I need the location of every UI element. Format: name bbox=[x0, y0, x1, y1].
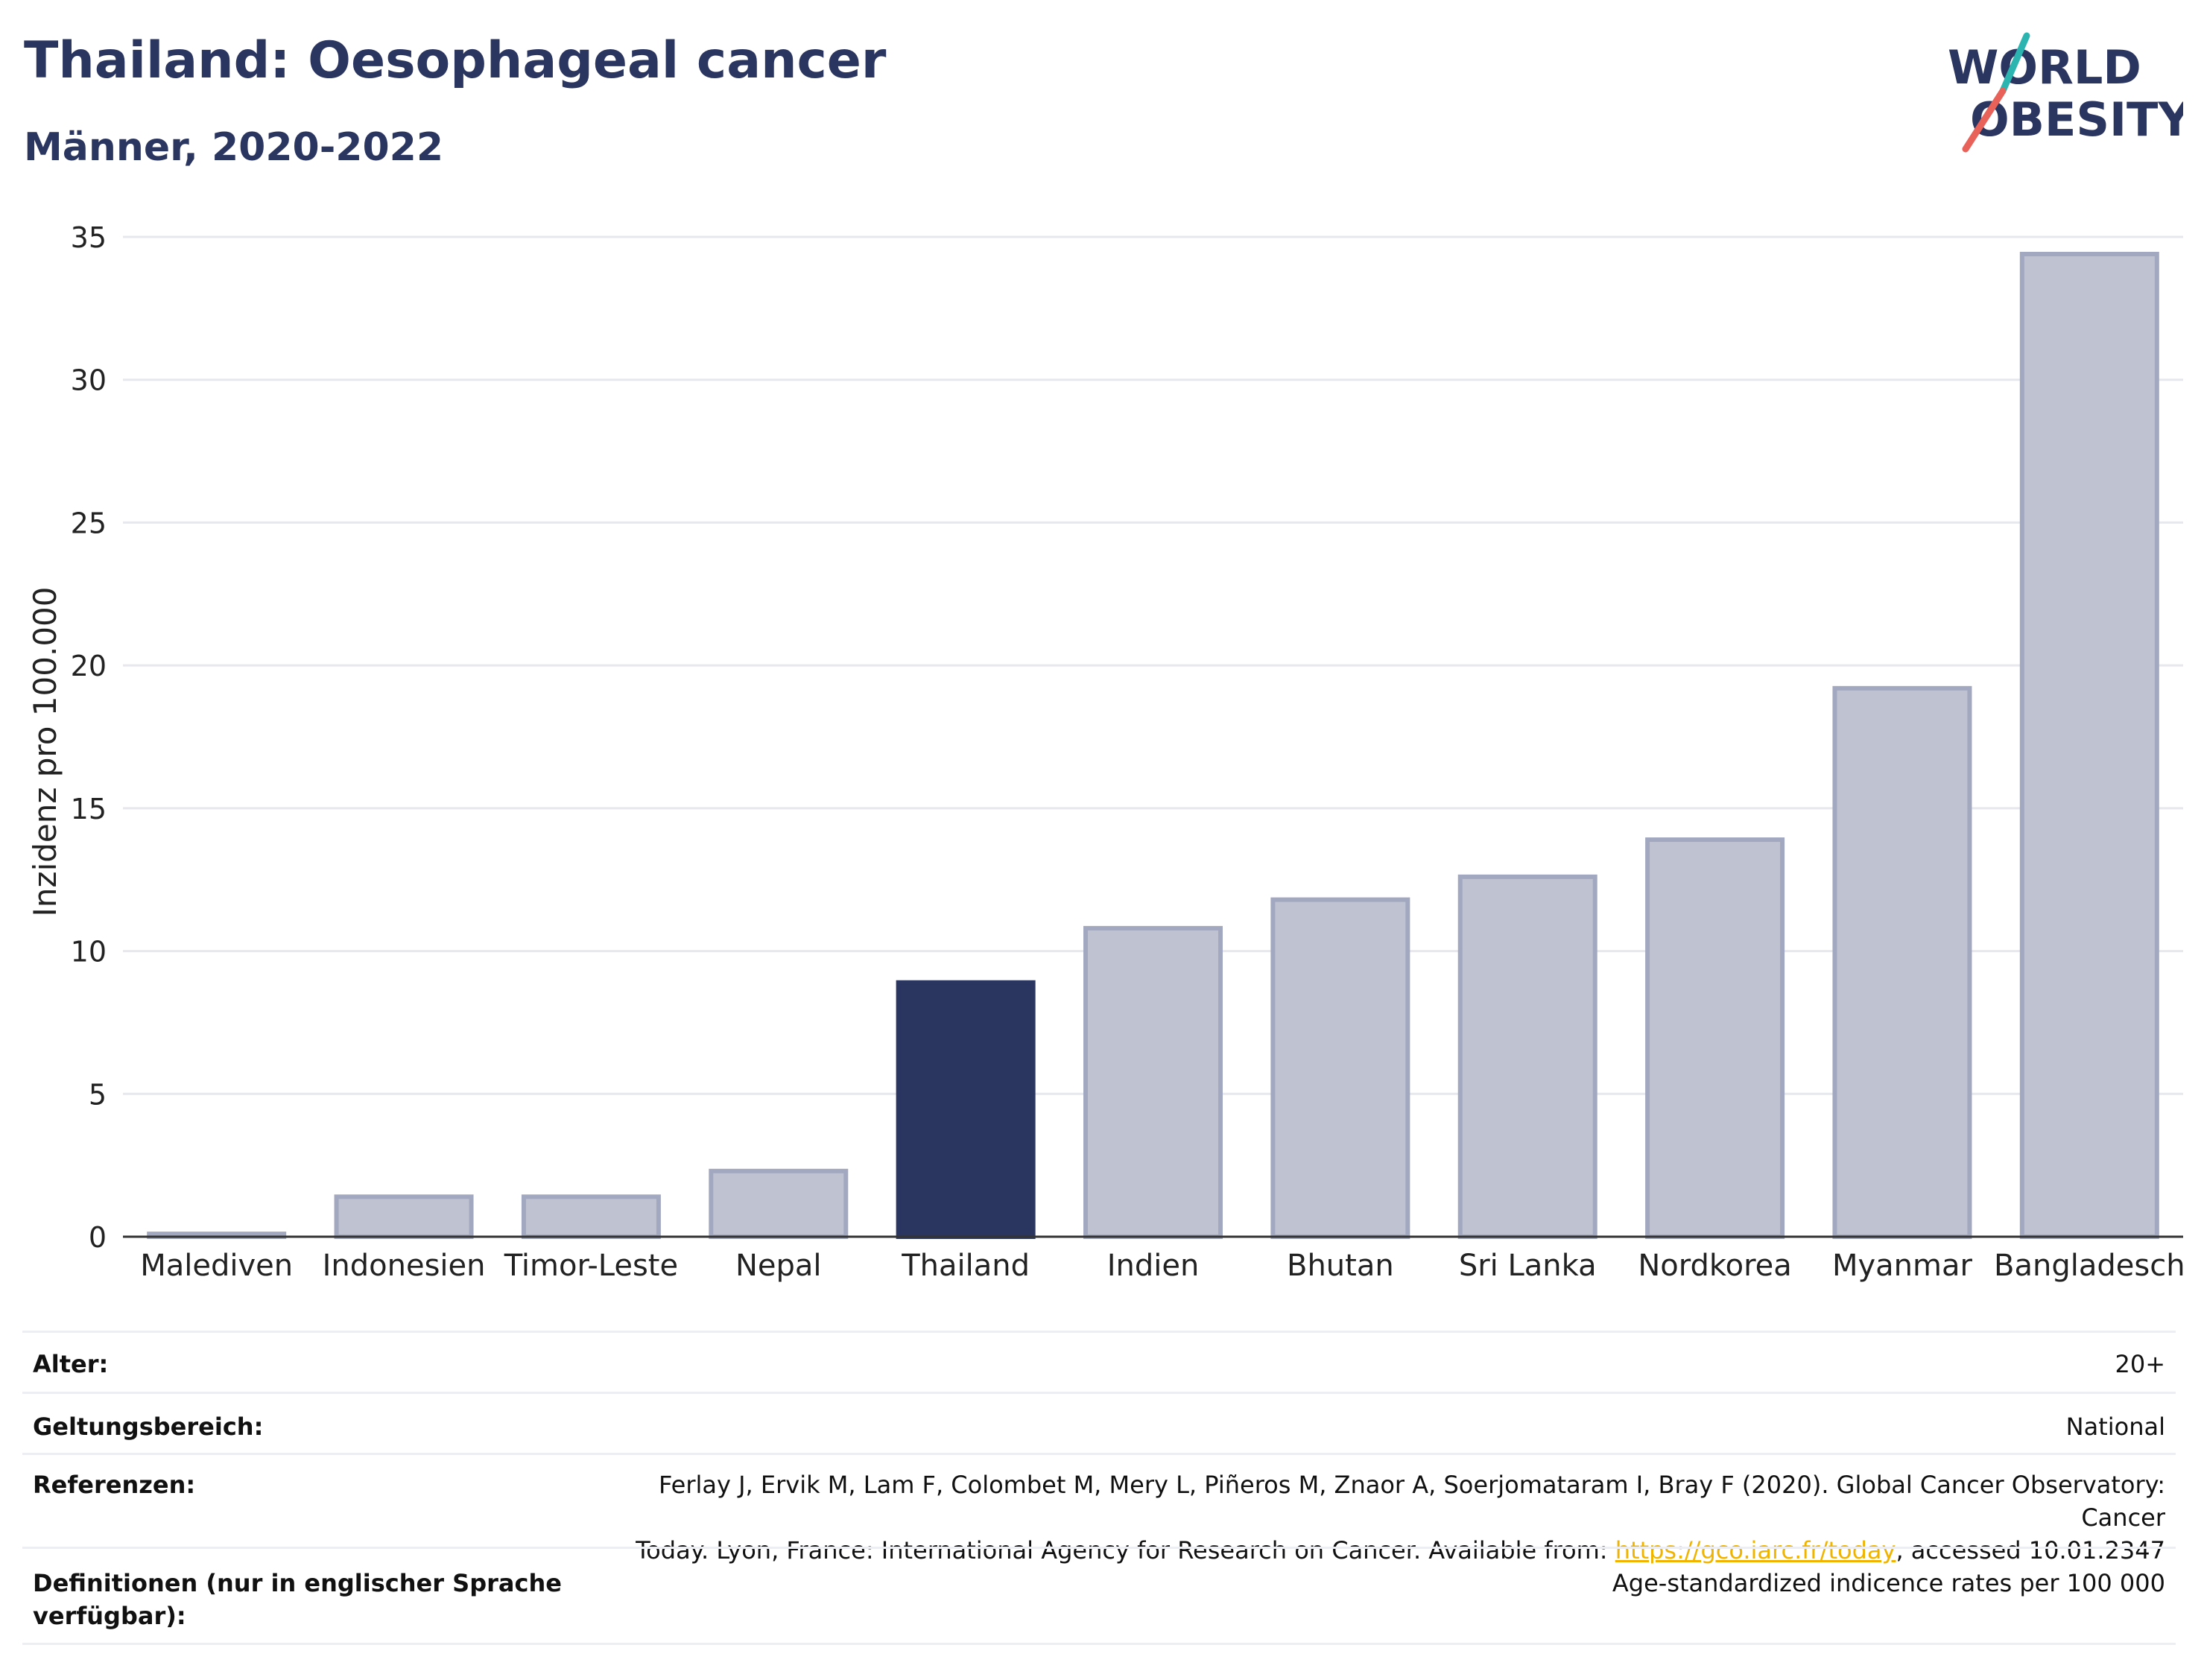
x-tick-label: Nepal bbox=[735, 1249, 822, 1283]
y-tick-label: 10 bbox=[71, 936, 107, 969]
y-tick-label: 30 bbox=[71, 364, 107, 397]
definitions-label-line-2: verfügbar): bbox=[33, 1602, 186, 1630]
meta-row-scope: Geltungsbereich: National bbox=[22, 1392, 2176, 1455]
y-tick-label: 20 bbox=[71, 650, 107, 682]
axes: 0 5 10 15 20 25 30 35 Malediven Indonesien Timor-L… bbox=[27, 221, 2185, 1283]
meta-label-definitions: Definitionen (nur in englischer Sprache … bbox=[33, 1567, 599, 1632]
bar-bangladesch bbox=[2019, 252, 2159, 1239]
x-tick-label: Timor-Leste bbox=[504, 1249, 678, 1283]
bar-sri-lanka bbox=[1457, 874, 1597, 1239]
meta-label-references: Referenzen: bbox=[33, 1471, 196, 1499]
logo-accent-teal bbox=[1999, 32, 2030, 95]
x-tick-label: Sri Lanka bbox=[1459, 1249, 1597, 1283]
meta-row-references: Referenzen: Ferlay J, Ervik M, Lam F, Co… bbox=[22, 1453, 2176, 1565]
reference-link[interactable]: https://gco.iarc.fr/today bbox=[1615, 1536, 1896, 1565]
metadata-table: Alter: 20+ Geltungsbereich: National Ref… bbox=[22, 1331, 2176, 1645]
logo-accent-coral bbox=[1962, 87, 2007, 153]
bar-thailand bbox=[896, 980, 1036, 1239]
reference-line-2-suffix: , accessed 10.01.2347 bbox=[1896, 1536, 2165, 1565]
logo-word-1: WORLD bbox=[1948, 40, 2141, 95]
bar-indonesien bbox=[334, 1194, 474, 1239]
bar-chart: 0 5 10 15 20 25 30 35 Malediven Indonesien Timor-L… bbox=[27, 221, 2185, 1283]
x-tick-label: Myanmar bbox=[1832, 1249, 1973, 1283]
x-tick-label: Indien bbox=[1107, 1249, 1200, 1283]
meta-row-definitions: Definitionen (nur in englischer Sprache … bbox=[22, 1547, 2176, 1645]
bar-bhutan bbox=[1270, 897, 1410, 1240]
bars bbox=[147, 252, 2159, 1240]
meta-label-scope: Geltungsbereich: bbox=[33, 1413, 264, 1441]
y-tick-label: 5 bbox=[89, 1078, 107, 1111]
reference-line-2: Today. Lyon, France: International Agenc… bbox=[601, 1534, 2165, 1567]
x-tick-label: Bhutan bbox=[1287, 1249, 1394, 1283]
reference-line-1: Ferlay J, Ervik M, Lam F, Colombet M, Me… bbox=[659, 1471, 2165, 1532]
reference-line-2-text: Today. Lyon, France: International Agenc… bbox=[636, 1536, 1615, 1565]
x-tick-label: Malediven bbox=[140, 1249, 293, 1283]
bar-timor-leste bbox=[521, 1194, 661, 1239]
definitions-label-line-1: Definitionen (nur in englischer Sprache bbox=[33, 1569, 562, 1597]
y-tick-label: 15 bbox=[71, 793, 107, 825]
y-axis-label: Inzidenz pro 100.000 bbox=[27, 587, 63, 917]
meta-value-definitions: Age-standardized indicence rates per 100… bbox=[1612, 1569, 2165, 1597]
logo-word-2: OBESITY bbox=[1970, 92, 2183, 147]
x-tick-label: Thailand bbox=[901, 1249, 1030, 1283]
y-tick-label: 0 bbox=[89, 1221, 107, 1254]
bar-myanmar bbox=[1832, 685, 1972, 1239]
meta-value-age: 20+ bbox=[2115, 1350, 2165, 1378]
chart-subtitle: Männer, 2020-2022 bbox=[24, 125, 444, 170]
world-obesity-logo: WORLD OBESITY bbox=[1948, 32, 2183, 153]
x-tick-label: Nordkorea bbox=[1638, 1249, 1791, 1283]
chart-title: Thailand: Oesophageal cancer bbox=[24, 31, 887, 90]
meta-label-age: Alter: bbox=[33, 1350, 109, 1378]
bar-nepal bbox=[709, 1168, 849, 1239]
y-tick-label: 25 bbox=[71, 507, 107, 539]
meta-row-age: Alter: 20+ bbox=[22, 1331, 2176, 1394]
y-tick-label: 35 bbox=[71, 221, 107, 254]
x-tick-label: Bangladesch bbox=[1994, 1249, 2185, 1283]
bar-nordkorea bbox=[1645, 837, 1785, 1239]
meta-value-references: Ferlay J, Ervik M, Lam F, Colombet M, Me… bbox=[601, 1468, 2165, 1567]
meta-value-scope: National bbox=[2065, 1413, 2165, 1441]
x-tick-label: Indonesien bbox=[323, 1249, 486, 1283]
bar-indien bbox=[1083, 925, 1223, 1239]
